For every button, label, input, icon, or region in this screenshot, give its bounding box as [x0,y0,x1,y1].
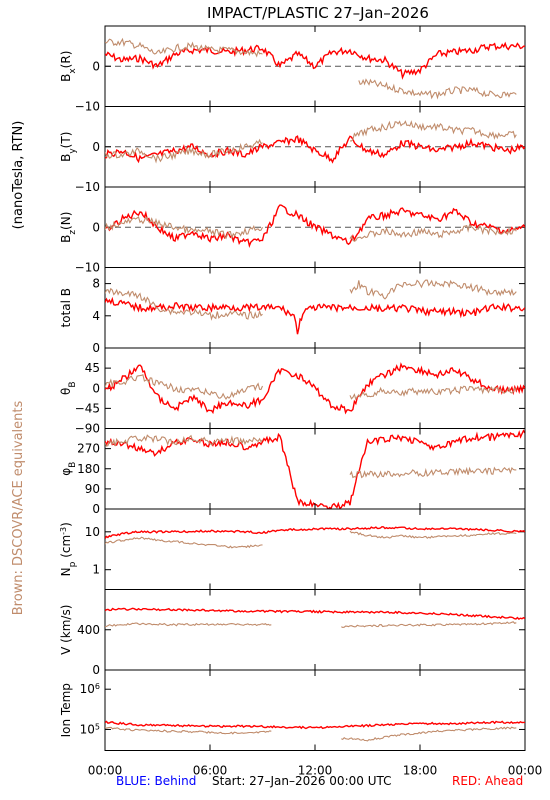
panel-7: 10 1 Np (cm-3) [59,508,526,590]
panel-ylabel: φB [59,462,78,476]
y-tick-label: 0 [92,140,100,154]
series-group [105,120,525,164]
panel-stack: 0 −10 Bx(R) 0 −10 By(T) 0 −10 Bz(N) 0 4 8 total B 45 0… [59,25,526,751]
series-trace-dscovr [341,726,517,742]
series-group [105,37,525,100]
panel-ylabel: total B [59,288,73,328]
panel-frame [104,508,526,590]
x-tick-label: 12:00 [298,764,333,778]
series-trace-dscovr [349,279,517,300]
series-trace-dscovr [105,287,263,321]
panel-2: 0 −10 By(T) [59,106,526,194]
series-trace-dscovr [105,536,263,549]
y-tick-label: 105 [80,722,100,737]
series-trace-ahead [105,607,525,620]
panel-ylabel: Bz(N) [59,212,78,243]
y-tick-label: −10 [75,100,100,114]
series-group [105,279,525,335]
series-trace-dscovr [341,621,517,628]
x-tick-label: 18:00 [403,764,438,778]
panel-ylabel: By(T) [59,132,78,162]
series-trace-ahead [105,296,525,335]
y-tick-label: 45 [85,361,100,375]
y-tick-label: −45 [75,401,100,415]
panel-6: 270 180 90 0 φB [59,428,526,516]
panel-ylabel: Ion Temp [59,683,73,737]
y-tick-label: 0 [92,381,100,395]
series-trace-dscovr [349,385,517,401]
series-group [105,525,525,549]
panel-5: 45 0 −45 −90 θB [59,347,526,436]
chart-title: IMPACT/PLASTIC 27–Jan–2026 [207,4,429,22]
y-tick-label: −90 [75,422,100,436]
panel-3: 0 −10 Bz(N) [59,186,526,275]
y-tick-label: 0 [92,663,100,677]
y-tick-label: 0 [92,220,100,234]
panel-ylabel: V (km/s) [59,605,73,655]
panel-frame [104,669,526,751]
series-trace-dscovr [105,37,263,58]
y-tick-label: 10 [85,525,100,539]
series-group [105,204,525,249]
y-tick-label: 400 [77,623,100,637]
panel-9: 106 105 Ion Temp [59,669,526,751]
series-trace-dscovr [349,530,517,539]
y-tick-label: 0 [92,341,100,355]
series-trace-dscovr [105,138,263,164]
series-trace-ahead [105,720,525,730]
series-group [105,720,525,742]
series-trace-ahead [105,135,525,164]
series-trace-dscovr [105,374,264,400]
y-tick-label: 4 [92,309,100,323]
x-tick-label: 00:00 [508,764,543,778]
dscovr-legend-label: Brown: DSCOVR/ACE equivalents [11,401,26,616]
panel-ylabel: Np (cm-3) [59,522,79,576]
time-axis: 00:00 06:00 12:00 18:00 00:00 [88,764,543,778]
start-time-label: Start: 27–Jan–2026 00:00 UTC [212,774,391,788]
panel-1: 0 −10 Bx(R) [59,25,526,114]
series-group [105,429,525,509]
panel-ylabel: θB [59,381,78,395]
series-trace-dscovr [349,466,517,479]
y-tick-label: 180 [77,462,100,476]
behind-legend: BLUE: Behind [116,774,196,788]
series-trace-ahead [105,204,525,249]
series-trace-ahead [105,41,525,80]
series-trace-ahead [105,525,525,540]
units-label: (nanoTesla, RTN) [11,121,26,230]
ahead-legend: RED: Ahead [452,774,523,788]
series-trace-dscovr [350,120,517,142]
series-trace-dscovr [105,434,263,447]
series-trace-dscovr [105,622,272,628]
y-tick-label: 106 [80,682,100,697]
x-tick-label: 06:00 [193,764,228,778]
panel-frame [104,589,526,671]
series-group [105,607,525,628]
series-trace-dscovr [105,726,272,735]
y-tick-label: 8 [92,277,100,291]
y-tick-label: −10 [75,180,100,194]
panel-8: 400 0 V (km/s) [59,589,526,677]
series-group [105,362,525,415]
y-tick-label: 0 [92,502,100,516]
y-tick-label: 90 [85,482,100,496]
series-trace-ahead [105,362,525,415]
y-tick-label: 1 [92,563,100,577]
series-trace-dscovr [349,223,517,242]
y-tick-label: 0 [92,59,100,73]
y-tick-label: −10 [75,261,100,275]
x-tick-label: 00:00 [88,764,123,778]
series-trace-dscovr [105,215,263,240]
series-trace-dscovr [358,78,517,100]
panel-4: 0 4 8 total B [59,267,526,355]
panel-ylabel: Bx(R) [59,51,78,82]
y-tick-label: 270 [77,442,100,456]
